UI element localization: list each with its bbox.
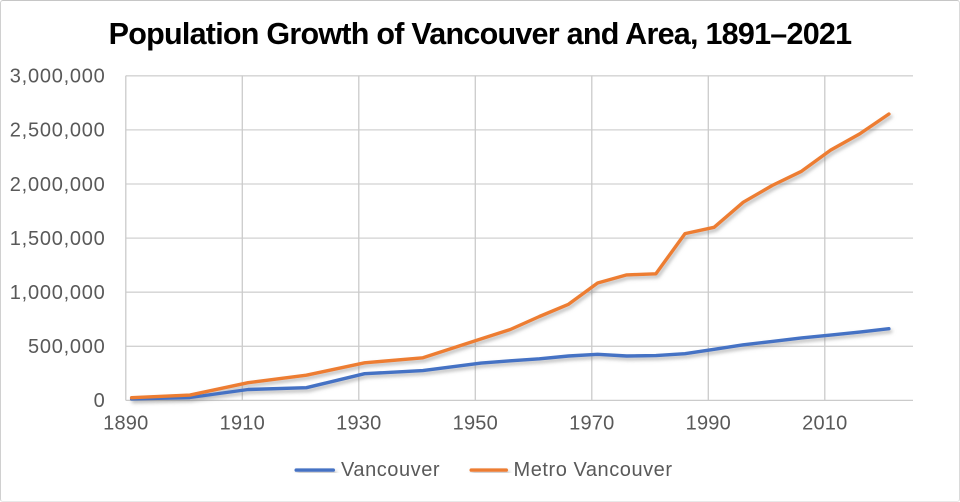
svg-text:500,000: 500,000 — [28, 336, 106, 358]
svg-text:1890: 1890 — [103, 413, 148, 435]
svg-text:2,500,000: 2,500,000 — [10, 120, 106, 142]
svg-text:3,000,000: 3,000,000 — [10, 66, 106, 88]
svg-text:1,000,000: 1,000,000 — [10, 282, 106, 304]
svg-text:Metro Vancouver: Metro Vancouver — [514, 459, 673, 481]
svg-text:1990: 1990 — [686, 413, 731, 435]
svg-text:Population Growth of Vancouver: Population Growth of Vancouver and Area,… — [109, 17, 853, 51]
svg-text:1950: 1950 — [453, 413, 498, 435]
svg-text:2010: 2010 — [802, 413, 847, 435]
svg-text:Vancouver: Vancouver — [341, 459, 440, 481]
svg-text:1970: 1970 — [569, 413, 614, 435]
svg-text:2,000,000: 2,000,000 — [10, 174, 106, 196]
svg-text:0: 0 — [94, 390, 106, 412]
svg-text:1910: 1910 — [220, 413, 265, 435]
svg-text:1930: 1930 — [336, 413, 381, 435]
svg-text:1,500,000: 1,500,000 — [10, 228, 106, 250]
